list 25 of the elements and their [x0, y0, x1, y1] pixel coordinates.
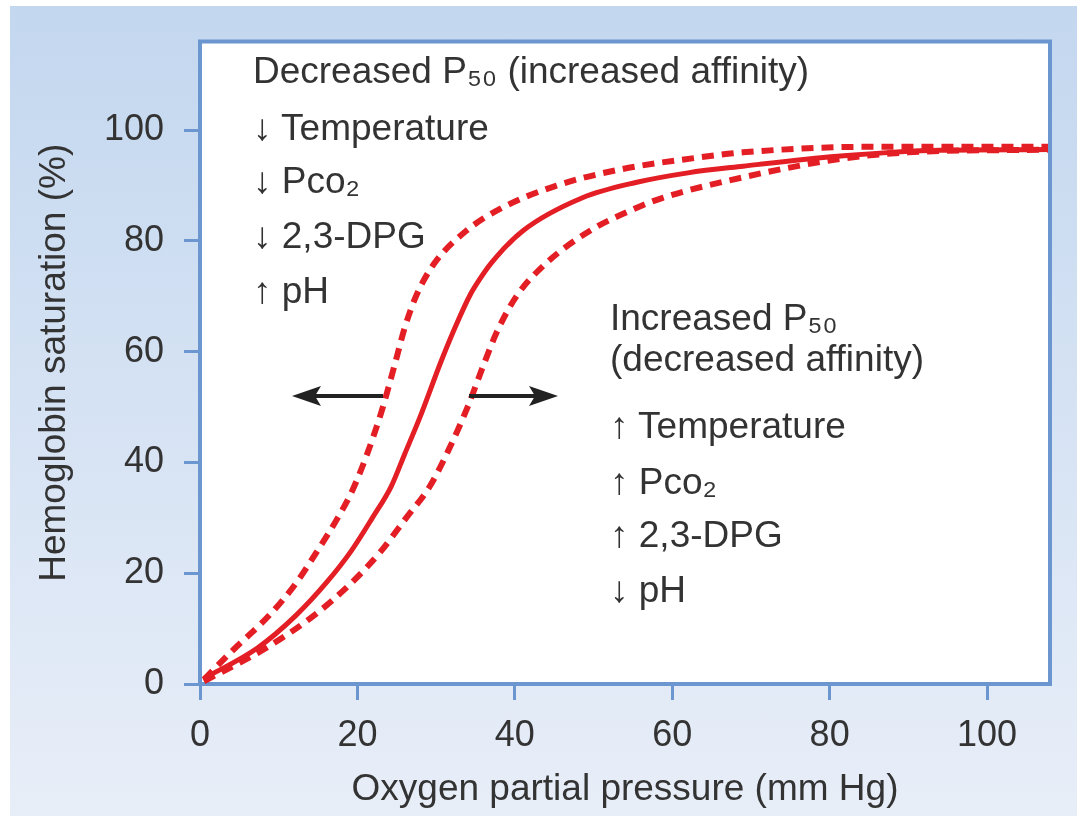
- x-tick-label: 60: [652, 712, 693, 754]
- y-tick-label: 60: [123, 328, 164, 370]
- y-tick-label: 80: [123, 217, 164, 259]
- y-tick-label: 100: [103, 107, 164, 149]
- y-axis-title: Hemoglobin saturation (%): [32, 143, 74, 582]
- annotation: ↓ 2,3-DPG: [253, 215, 426, 256]
- annotation: ↑ pH: [253, 270, 330, 311]
- x-tick-label: 20: [337, 712, 378, 754]
- annotation: Decreased P₅₀ (increased affinity): [253, 50, 810, 91]
- annotation: ↓ Temperature: [253, 107, 489, 148]
- x-axis-title: Oxygen partial pressure (mm Hg): [351, 767, 899, 808]
- y-tick-label: 0: [143, 660, 164, 702]
- annotation: ↑ Temperature: [610, 405, 846, 446]
- annotation: ↓ pH: [610, 569, 687, 610]
- annotation: ↓ Pco₂: [253, 160, 360, 201]
- x-tick-label: 100: [957, 712, 1018, 754]
- y-tick-label: 40: [123, 439, 164, 481]
- y-tick-label: 20: [123, 550, 164, 592]
- annotation: (decreased affinity): [610, 338, 924, 379]
- annotation: Increased P₅₀: [610, 297, 838, 338]
- x-tick-label: 0: [189, 712, 211, 754]
- x-tick-label: 40: [494, 712, 535, 754]
- annotation: ↑ Pco₂: [610, 461, 717, 502]
- x-tick-label: 80: [809, 712, 850, 754]
- annotation: ↑ 2,3-DPG: [610, 514, 783, 555]
